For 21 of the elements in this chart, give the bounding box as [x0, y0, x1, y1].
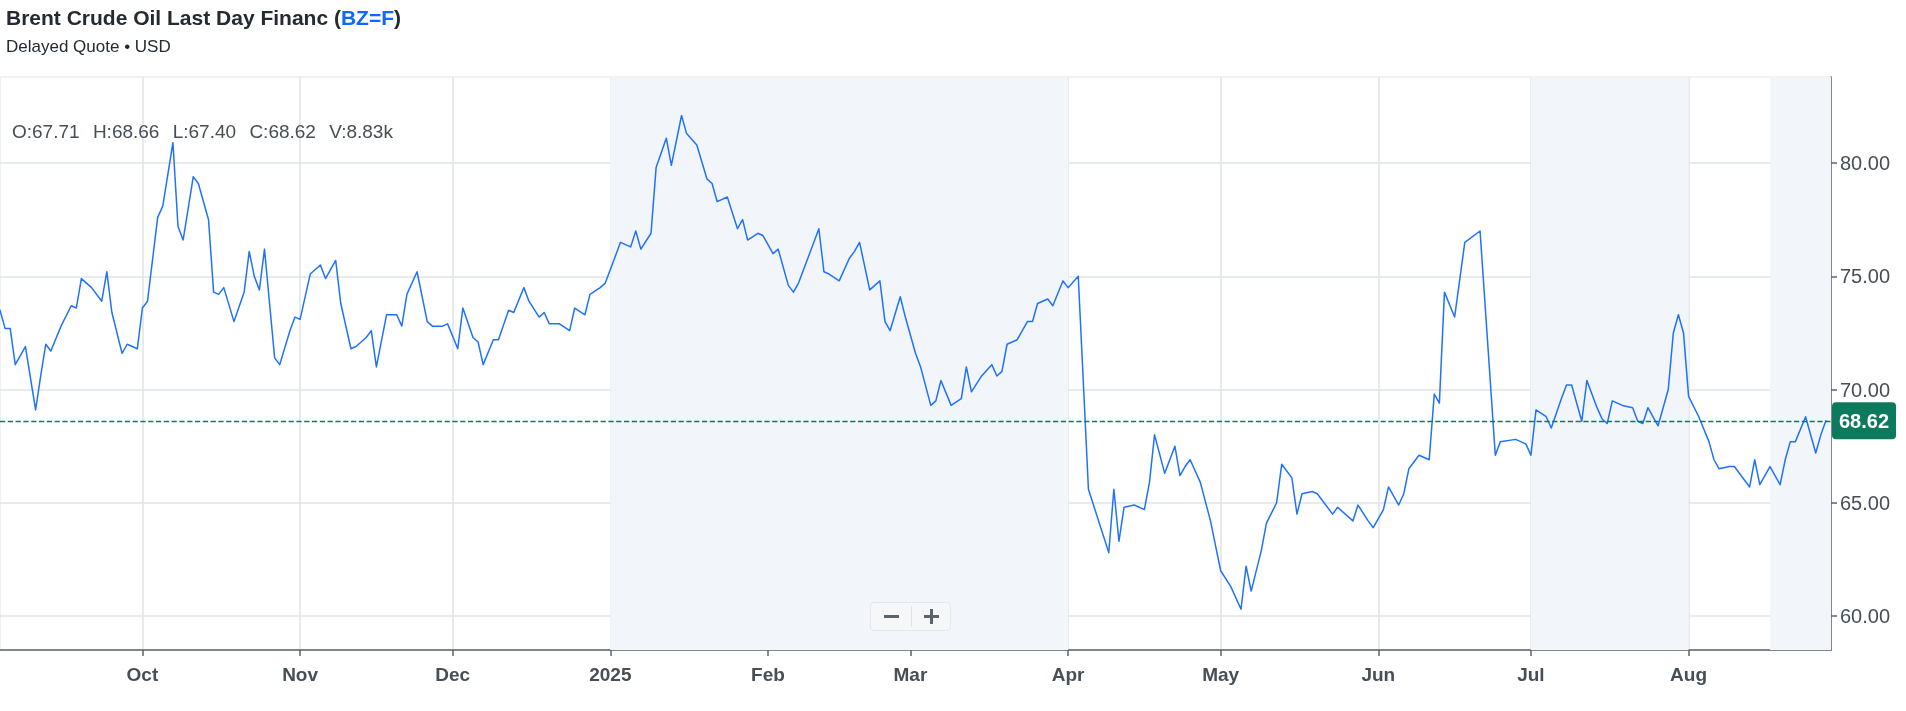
- y-tick-label: 65.00: [1840, 491, 1891, 514]
- x-tick-label: Oct: [126, 664, 159, 685]
- chart-title: Brent Crude Oil Last Day Financ (BZ=F): [6, 6, 401, 29]
- x-tick-label: Apr: [1051, 664, 1086, 685]
- annotation: O:67.71 H:68.66 L:67.40 C:68.62 V:8.83k: [12, 120, 393, 143]
- ref-line-label: 68.62: [1839, 409, 1890, 432]
- y-tick-label: 60.00: [1840, 605, 1891, 628]
- x-tick-label: Aug: [1670, 664, 1708, 685]
- x-tick-label: Jul: [1517, 664, 1545, 685]
- x-tick-label: Feb: [751, 664, 785, 685]
- y-tick-label: 80.00: [1840, 152, 1891, 175]
- x-tick-label: 2025: [589, 664, 632, 685]
- y-tick-label: 75.00: [1840, 265, 1891, 288]
- y-tick-label: 70.00: [1840, 378, 1891, 401]
- chart-subtitle: Delayed Quote • USD: [6, 36, 171, 58]
- line-series: [0, 114, 1827, 610]
- x-tick-label: May: [1202, 664, 1240, 685]
- x-tick-label: Dec: [435, 664, 471, 685]
- x-tick-label: Jun: [1361, 664, 1396, 685]
- x-tick-label: Nov: [282, 664, 319, 685]
- x-tick-label: Mar: [893, 664, 928, 685]
